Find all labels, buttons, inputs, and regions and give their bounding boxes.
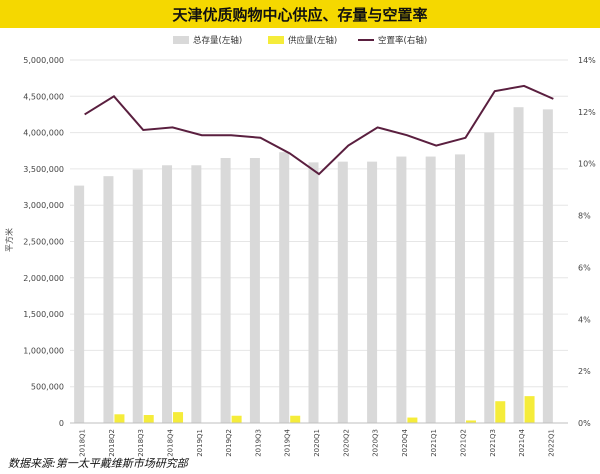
y-tick-right: 0% — [578, 419, 591, 428]
x-tick-label: 2021Q1 — [430, 429, 438, 457]
supply-bar — [495, 401, 506, 423]
supply-bar — [114, 414, 125, 423]
supply-bar — [290, 415, 301, 423]
y-tick-right: 6% — [578, 263, 591, 272]
stock-bar — [132, 169, 143, 423]
vacancy-line — [84, 84, 554, 176]
source-note: 数据来源:第一太平戴维斯市场研究部 — [8, 457, 188, 470]
y-tick-left: 4,000,000 — [23, 129, 64, 138]
y-axis-label-left: 平方米 — [4, 228, 14, 252]
legend-swatch — [268, 36, 284, 44]
title-bar — [0, 0, 600, 28]
x-tick-label: 2021Q3 — [489, 429, 497, 457]
y-tick-right: 14% — [578, 56, 596, 65]
x-tick-label: 2020Q2 — [342, 429, 350, 457]
stock-bar — [103, 176, 114, 423]
y-tick-right: 2% — [578, 367, 591, 376]
x-tick-label: 2018Q3 — [137, 429, 145, 457]
y-tick-left: 2,000,000 — [23, 274, 64, 283]
supply-bar — [143, 415, 154, 423]
y-tick-left: 2,500,000 — [23, 238, 64, 247]
stock-bar — [308, 162, 319, 423]
y-tick-left: 0 — [59, 419, 64, 428]
stock-bar — [74, 185, 85, 423]
stock-bar — [162, 165, 173, 423]
y-tick-left: 3,500,000 — [23, 165, 64, 174]
x-tick-label: 2022Q1 — [547, 429, 555, 457]
stock-bar — [484, 132, 495, 423]
x-tick-label: 2019Q3 — [254, 429, 262, 457]
y-tick-right: 12% — [578, 108, 596, 117]
legend-label: 总存量(左轴) — [193, 35, 242, 46]
stock-bar — [367, 161, 378, 423]
y-tick-left: 4,500,000 — [23, 92, 64, 101]
x-tick-label: 2019Q4 — [284, 428, 292, 456]
x-tick-label: 2018Q4 — [167, 428, 175, 456]
stock-bar — [396, 156, 407, 424]
stock-bar — [454, 154, 465, 423]
x-tick-label: 2020Q1 — [313, 429, 321, 457]
supply-bar — [407, 417, 418, 423]
y-tick-left: 500,000 — [31, 383, 64, 392]
x-tick-label: 2020Q4 — [401, 428, 409, 456]
stock-bar — [337, 161, 348, 423]
legend-swatch — [173, 36, 189, 44]
x-tick-label: 2018Q1 — [79, 429, 87, 457]
legend-label: 空置率(右轴) — [378, 35, 427, 46]
x-tick-label: 2020Q3 — [372, 429, 380, 457]
stock-bar — [279, 152, 290, 423]
y-tick-right: 10% — [578, 160, 596, 169]
x-tick-label: 2019Q1 — [196, 429, 204, 457]
y-tick-left: 1,000,000 — [23, 346, 64, 355]
chart-title: 天津优质购物中心供应、存量与空置率 — [172, 6, 428, 24]
stock-bar — [249, 158, 260, 423]
y-tick-left: 3,000,000 — [23, 201, 64, 210]
stock-bar — [513, 107, 524, 423]
x-tick-label: 2018Q2 — [108, 429, 116, 457]
supply-bar — [465, 420, 476, 423]
y-tick-right: 8% — [578, 212, 591, 221]
y-tick-left: 1,500,000 — [23, 310, 64, 319]
y-tick-right: 4% — [578, 315, 591, 324]
stock-bar — [191, 165, 202, 423]
stock-bar — [542, 109, 553, 424]
stock-bar — [425, 156, 436, 424]
supply-bar — [524, 396, 535, 423]
supply-bar — [173, 412, 184, 423]
y-tick-left: 5,000,000 — [23, 56, 64, 65]
x-tick-label: 2019Q2 — [225, 429, 233, 457]
supply-bar — [231, 415, 242, 423]
stock-bar — [220, 158, 231, 423]
legend-label: 供应量(左轴) — [288, 35, 337, 46]
x-tick-label: 2021Q4 — [518, 428, 526, 456]
x-tick-label: 2021Q2 — [459, 429, 467, 457]
